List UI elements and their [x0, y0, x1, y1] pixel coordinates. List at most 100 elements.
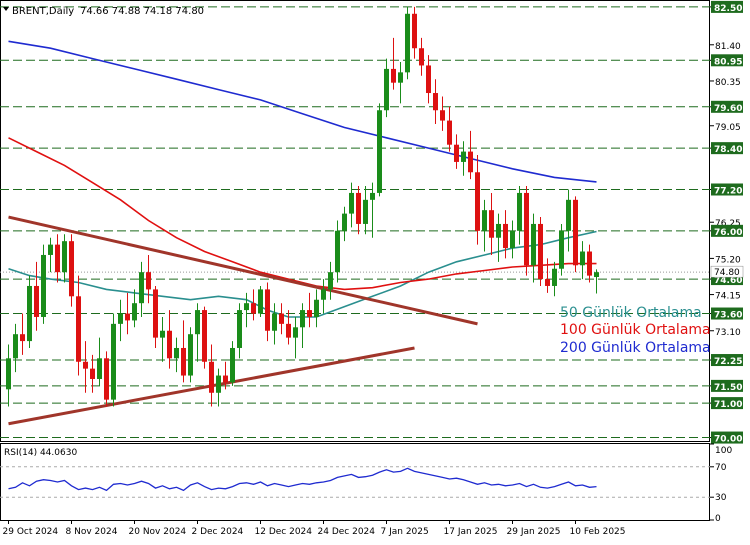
price-tick-label: 79.05	[715, 123, 741, 133]
candle	[538, 217, 543, 286]
candle-body	[216, 375, 221, 393]
candle	[125, 292, 130, 335]
candle-body	[405, 13, 410, 73]
time-tick-label: 10 Feb 2025	[570, 527, 626, 537]
candle	[132, 289, 137, 328]
candle-body	[587, 251, 592, 276]
candle	[230, 341, 235, 386]
rsi-title: RSI(14) 44.0630	[4, 448, 77, 458]
candle	[146, 254, 151, 304]
candle-body	[524, 192, 529, 266]
time-tick-label: 20 Nov 2024	[129, 527, 187, 537]
candle	[34, 261, 39, 331]
candle	[69, 234, 74, 307]
candle-body	[237, 310, 242, 348]
candle	[216, 368, 221, 407]
time-tick-label: 7 Jan 2025	[381, 527, 429, 537]
candle-body	[307, 310, 312, 317]
candle-body	[377, 110, 382, 193]
candle	[6, 344, 11, 407]
legend-ma100: 100 Günlük Ortalama	[560, 322, 711, 338]
candle	[524, 186, 529, 276]
candle	[167, 310, 172, 369]
candle-body	[195, 310, 200, 335]
price-tick-label: 73.60	[714, 311, 742, 321]
candle	[83, 341, 88, 393]
collapse-triangle-icon[interactable]	[3, 7, 9, 11]
candle	[13, 323, 18, 373]
candle-body	[496, 223, 501, 238]
candle-body	[174, 347, 179, 359]
candle-body	[62, 241, 67, 273]
candle-body	[258, 289, 263, 314]
candle	[118, 299, 123, 342]
rsi-pane-frame	[0, 443, 710, 521]
rsi-tick-label: 0	[715, 514, 721, 524]
candle-body	[48, 244, 53, 255]
candle	[153, 285, 158, 348]
candle	[454, 134, 459, 169]
candle-body	[475, 172, 480, 231]
candle-body	[370, 192, 375, 200]
candle	[97, 337, 102, 386]
current-price-box	[710, 265, 744, 278]
chart-symbol-title: BRENT,Daily	[12, 6, 74, 17]
candle-body	[468, 151, 473, 173]
time-tick-label: 29 Jan 2025	[507, 527, 561, 537]
candle-body	[510, 230, 515, 249]
candle-body	[97, 358, 102, 379]
candle-body	[503, 223, 508, 249]
time-tick-label: 29 Oct 2024	[3, 527, 59, 537]
candle	[391, 37, 396, 90]
price-tick-label: 71.50	[714, 383, 742, 393]
candle	[356, 186, 361, 235]
candle	[195, 303, 200, 362]
candle	[244, 292, 249, 328]
candle	[587, 244, 592, 283]
candle	[188, 327, 193, 383]
candle	[307, 292, 312, 328]
candle-body	[230, 347, 235, 383]
candle-body	[363, 199, 368, 224]
candle-body	[55, 244, 60, 273]
falling-trendline	[8, 215, 478, 326]
candle-body	[251, 303, 256, 314]
candle	[489, 192, 494, 255]
candle-body	[552, 268, 557, 286]
candle	[349, 182, 354, 228]
price-level-box	[711, 397, 743, 410]
price-level-box	[711, 379, 743, 392]
candle-body	[300, 310, 305, 328]
ma200-line	[8, 40, 597, 183]
candle-body	[286, 323, 291, 338]
candle	[447, 106, 452, 152]
candle	[314, 289, 319, 328]
time-tick-label: 12 Dec 2024	[255, 527, 313, 537]
candle-body	[433, 93, 438, 111]
price-tick-label: 82.50	[714, 4, 742, 14]
price-tick-label: 72.25	[714, 357, 742, 367]
candle-body	[76, 296, 81, 362]
candle-body	[426, 65, 431, 94]
price-tick-label: 80.35	[715, 78, 741, 88]
candle-body	[349, 192, 354, 214]
candle-body	[104, 358, 109, 400]
candle	[377, 103, 382, 197]
candle	[335, 220, 340, 283]
candle	[559, 223, 564, 276]
candle	[279, 303, 284, 335]
price-level-box	[711, 354, 743, 367]
candle	[251, 289, 256, 321]
candle-body	[321, 289, 326, 300]
candlesticks	[6, 6, 599, 407]
candle-body	[20, 334, 25, 342]
candle	[139, 261, 144, 317]
candle	[48, 237, 53, 273]
candle-body	[27, 285, 32, 342]
candle	[27, 275, 32, 348]
candle	[433, 79, 438, 125]
candle-body	[223, 375, 228, 383]
candle	[90, 354, 95, 393]
candle-body	[356, 192, 361, 224]
